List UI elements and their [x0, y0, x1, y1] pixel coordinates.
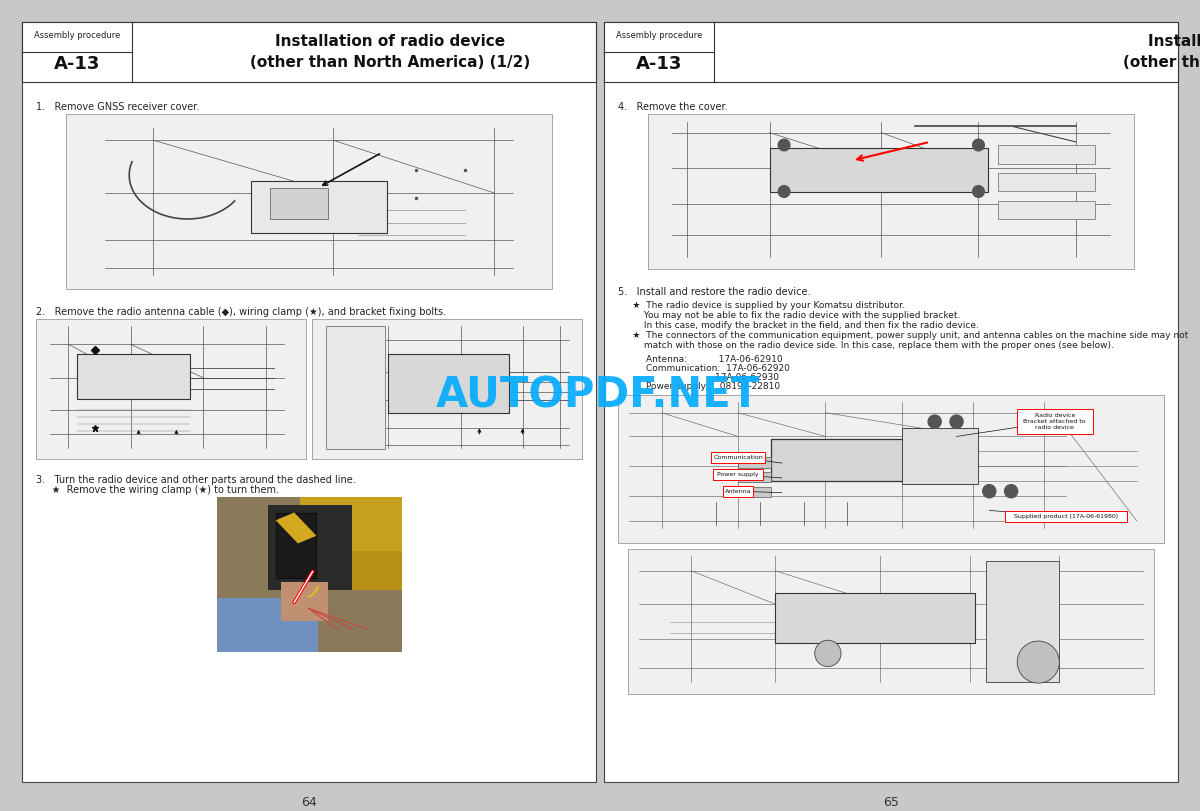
Circle shape — [983, 485, 996, 498]
Circle shape — [779, 186, 790, 197]
Bar — [618, 395, 1164, 543]
Bar — [312, 319, 582, 459]
Text: 2.   Remove the radio antenna cable (◆), wiring clamp (★), and bracket fixing bo: 2. Remove the radio antenna cable (◆), w… — [36, 307, 446, 317]
Bar — [902, 427, 978, 484]
Text: Assembly procedure: Assembly procedure — [34, 32, 120, 41]
Text: match with those on the radio device side. In this case, replace them with the p: match with those on the radio device sid… — [618, 341, 1114, 350]
Text: Power supply:    08192-22810: Power supply: 08192-22810 — [646, 382, 780, 391]
Bar — [628, 549, 1154, 694]
Bar — [22, 22, 596, 82]
Text: ★  The connectors of the communication equipment, power supply unit, and antenna: ★ The connectors of the communication eq… — [618, 331, 1188, 340]
Circle shape — [973, 186, 984, 197]
Text: 65: 65 — [883, 796, 899, 809]
Text: Antenna: Antenna — [725, 489, 751, 494]
Bar — [216, 497, 402, 652]
Bar — [738, 472, 770, 483]
Bar — [712, 452, 764, 462]
Bar — [998, 201, 1096, 220]
Text: Power supply: Power supply — [718, 473, 758, 478]
Bar — [1016, 409, 1093, 434]
Text: A-13: A-13 — [636, 55, 682, 73]
Polygon shape — [276, 513, 317, 543]
Bar — [300, 497, 402, 551]
Text: Installation of radio device
(other than North America) (2/2): Installation of radio device (other than… — [1123, 34, 1200, 70]
Circle shape — [815, 640, 841, 667]
Bar — [328, 551, 402, 590]
Bar — [998, 173, 1096, 191]
Bar — [281, 582, 328, 621]
Circle shape — [973, 139, 984, 151]
Text: Assembly procedure: Assembly procedure — [616, 32, 702, 41]
Bar — [648, 114, 1134, 269]
Bar — [775, 593, 976, 643]
Text: Installation of radio device
(other than North America) (1/2): Installation of radio device (other than… — [250, 34, 530, 70]
Text: ★  Remove the wiring clamp (★) to turn them.: ★ Remove the wiring clamp (★) to turn th… — [36, 485, 278, 495]
Bar — [770, 440, 946, 481]
Text: Radio device
Bracket attached to
radio device: Radio device Bracket attached to radio d… — [1024, 414, 1086, 430]
Circle shape — [928, 415, 941, 428]
Circle shape — [1018, 641, 1060, 683]
Text: A-13: A-13 — [54, 55, 100, 73]
Bar — [66, 114, 552, 289]
Text: In this case, modify the bracket in the field, and then fix the radio device.: In this case, modify the bracket in the … — [618, 321, 979, 330]
Text: 3.   Turn the radio device and other parts around the dashed line.: 3. Turn the radio device and other parts… — [36, 475, 355, 485]
Bar — [769, 148, 989, 191]
Bar — [604, 22, 1178, 82]
Text: Antenna:           17A-06-62910: Antenna: 17A-06-62910 — [646, 355, 782, 364]
Text: 5.   Install and restore the radio device.: 5. Install and restore the radio device. — [618, 287, 810, 297]
Bar — [722, 486, 754, 496]
Bar — [276, 513, 317, 577]
Bar — [738, 457, 770, 467]
Bar — [251, 181, 386, 233]
Text: Supplied product (17A-06-61980): Supplied product (17A-06-61980) — [1014, 514, 1117, 519]
Bar — [388, 354, 509, 413]
Text: You may not be able to fix the radio device with the supplied bracket.: You may not be able to fix the radio dev… — [618, 311, 960, 320]
Bar — [270, 187, 329, 219]
Bar — [36, 319, 306, 459]
Bar — [325, 326, 385, 449]
Bar — [604, 22, 1178, 782]
Bar — [269, 504, 352, 590]
Text: AUTOPDF.NET: AUTOPDF.NET — [436, 374, 760, 416]
Circle shape — [1004, 485, 1018, 498]
Bar — [22, 22, 596, 782]
Bar — [77, 354, 190, 399]
Text: Communication:  17A-06-62920: Communication: 17A-06-62920 — [646, 364, 790, 373]
Bar — [985, 560, 1060, 682]
Circle shape — [950, 415, 964, 428]
Text: Communication: Communication — [713, 455, 763, 460]
Bar — [1004, 511, 1127, 521]
Text: 4.   Remove the cover.: 4. Remove the cover. — [618, 102, 727, 112]
Text: 1.   Remove GNSS receiver cover.: 1. Remove GNSS receiver cover. — [36, 102, 199, 112]
Bar — [216, 598, 318, 652]
Bar — [998, 145, 1096, 164]
Text: ★  The radio device is supplied by your Komatsu distributor.: ★ The radio device is supplied by your K… — [618, 301, 905, 310]
Bar — [713, 470, 763, 480]
Text: 17A-06-62930: 17A-06-62930 — [646, 373, 779, 382]
Bar — [738, 487, 770, 497]
Circle shape — [779, 139, 790, 151]
Text: 64: 64 — [301, 796, 317, 809]
